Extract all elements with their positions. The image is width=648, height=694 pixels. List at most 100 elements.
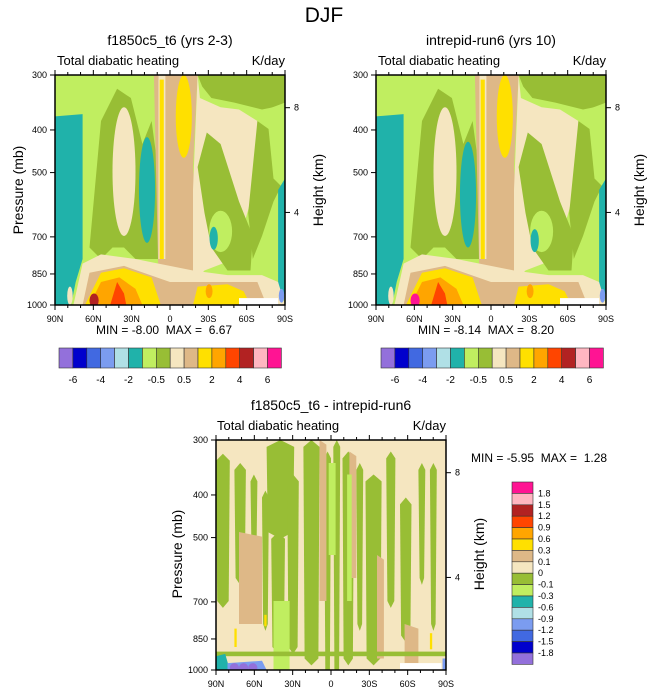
panel2-contour-region — [587, 102, 606, 190]
panel3-y-tick-label-right: 4 — [455, 572, 460, 582]
panel1-y-tick-label-right: 8 — [294, 103, 299, 113]
panel2-y-tick-label-right: 8 — [615, 103, 620, 113]
panel3-contour-region — [347, 474, 352, 601]
panel3-colorbar-swatch — [511, 607, 534, 620]
panel2-y-tick-label-right: 4 — [615, 207, 620, 217]
panel3-colorbar-label: -0.3 — [538, 591, 554, 601]
panel2-right-subtitle: K/day — [572, 53, 606, 68]
panel3-colorbar-swatch — [511, 629, 534, 642]
panel2-x-tick-label: 0 — [488, 314, 493, 324]
panel2-colorbar-swatch — [464, 347, 479, 369]
panel3-contour-region — [234, 628, 237, 647]
panel3-y-tick-label: 700 — [193, 597, 208, 607]
panel2-contour-region — [518, 75, 606, 110]
panel1-right-subtitle: K/day — [251, 53, 285, 68]
panel1-colorbar-swatch — [169, 347, 185, 369]
panel1-colorbar-swatch — [142, 347, 157, 369]
panel1-x-tick-label: 30S — [200, 314, 216, 324]
panel1-field — [55, 75, 285, 305]
panel1-contour-region — [205, 284, 213, 299]
panel2-contour-region — [530, 229, 539, 253]
panel1-y-tick-label: 700 — [32, 232, 47, 242]
panel3-max-label: MAX = — [540, 451, 578, 465]
panel3-colorbar-label: 0.6 — [538, 534, 551, 544]
panel3-contour-region — [356, 463, 364, 631]
panel3-contour-region — [216, 453, 230, 608]
panel1-colorbar-label: -4 — [96, 375, 105, 386]
panel3-colorbar-label: 0.9 — [538, 523, 551, 533]
panel3-contour-region — [386, 451, 396, 608]
panel1-colorbar-swatch — [58, 347, 74, 369]
panel1-y-tick-label: 500 — [32, 168, 47, 178]
panel3-colorbar-swatch — [511, 481, 534, 494]
panel3-y-tick-label: 300 — [193, 435, 208, 445]
panel1-x-tick-label: 90S — [277, 314, 293, 324]
panel3-contour-region — [264, 614, 267, 627]
panel3-contour-region — [377, 555, 384, 659]
panel1-x-tick-label: 60N — [85, 314, 102, 324]
panel3-x-tick-label: 0 — [328, 679, 333, 689]
panel2-contour-region — [599, 178, 606, 299]
panel3-colorbar-label: -0.6 — [538, 602, 554, 612]
panel1-colorbar-label: 0.5 — [177, 375, 191, 386]
panel2-min-value: -8.14 — [453, 323, 482, 337]
panel3-colorbar-swatch — [511, 527, 534, 540]
panel2-contour-region — [433, 107, 457, 236]
panel3-colorbar-swatch — [511, 641, 534, 654]
panel1-colorbar-swatch — [239, 347, 254, 369]
panel1-colorbar-swatch — [183, 347, 199, 369]
panel2-y-tick-label: 500 — [353, 168, 368, 178]
panel2-y-tick-label: 850 — [353, 269, 368, 279]
panel1-x-tick-label: 60S — [239, 314, 255, 324]
panel3-colorbar-swatch — [511, 493, 534, 506]
panel3-y-tick-label: 500 — [193, 533, 208, 543]
panel3-colorbar-label: 1.5 — [538, 500, 551, 510]
panel3-contour-region — [404, 624, 419, 664]
panel3-contour-region — [266, 440, 295, 539]
panel2-y-tick-label: 1000 — [348, 300, 368, 310]
panel2-colorbar-label: 0.5 — [499, 375, 513, 386]
panel2-colorbar-swatch — [450, 347, 465, 369]
panel2-colorbar-swatch — [380, 347, 396, 369]
panel1-contour-region — [67, 286, 73, 305]
panel2-min-label: MIN = — [418, 323, 451, 337]
panel3-left-subtitle: Total diabatic heating — [217, 418, 340, 433]
figure-title: DJF — [304, 4, 344, 27]
panel1-contour-region — [110, 282, 127, 305]
panel3-colorbar-swatch — [511, 652, 534, 665]
panel3-colorbar-swatch — [511, 504, 534, 517]
panel1-x-tick-label: 30N — [123, 314, 140, 324]
panel3-contour-region — [239, 663, 249, 670]
panel2-colorbar-label: 6 — [587, 375, 593, 386]
panel3-colorbar-swatch — [511, 515, 534, 528]
panel3-contour-region — [319, 440, 327, 601]
panel1-contour-region — [159, 79, 164, 259]
panel3-x-tick-label: 90N — [208, 679, 225, 689]
panel3-right-subtitle: K/day — [412, 418, 446, 433]
panel1-contour-region — [55, 114, 83, 305]
panel3-contour-region — [287, 474, 299, 654]
panel2-y-tick-label: 700 — [353, 232, 368, 242]
panel1-colorbar-swatch — [156, 347, 171, 369]
panel1-colorbar-swatch — [86, 347, 102, 369]
panel3-x-tick-label: 90S — [438, 679, 454, 689]
panel3-title: f1850c5_t6 - intrepid-run6 — [250, 397, 412, 413]
panel2-contour-region — [388, 286, 394, 305]
panel1-left-subtitle: Total diabatic heating — [57, 53, 180, 68]
panel1-y-tick-label: 300 — [32, 70, 47, 80]
panel1-contour-region — [209, 226, 218, 250]
panel1-min-label: MIN = — [96, 323, 129, 337]
panel1-contour-region — [175, 75, 192, 158]
panel3-min-label: MIN = — [471, 451, 504, 465]
panel2-colorbar-swatch — [589, 347, 604, 369]
panel2-colorbar-swatch — [519, 347, 535, 369]
panel2-colorbar-swatch — [533, 347, 549, 369]
panel2-colorbar-swatch — [547, 347, 562, 369]
panel3-y-axis-label: Pressure (mb) — [169, 509, 185, 599]
panel3-colorbar-label: -1.5 — [538, 637, 554, 647]
panel3-colorbar-swatch — [511, 572, 534, 585]
panel1-max-label: MAX = — [165, 323, 203, 337]
panel3-colorbar-label: -1.2 — [538, 625, 554, 635]
panel3-contour-region — [328, 463, 336, 555]
panel2-contour-region — [599, 288, 606, 303]
